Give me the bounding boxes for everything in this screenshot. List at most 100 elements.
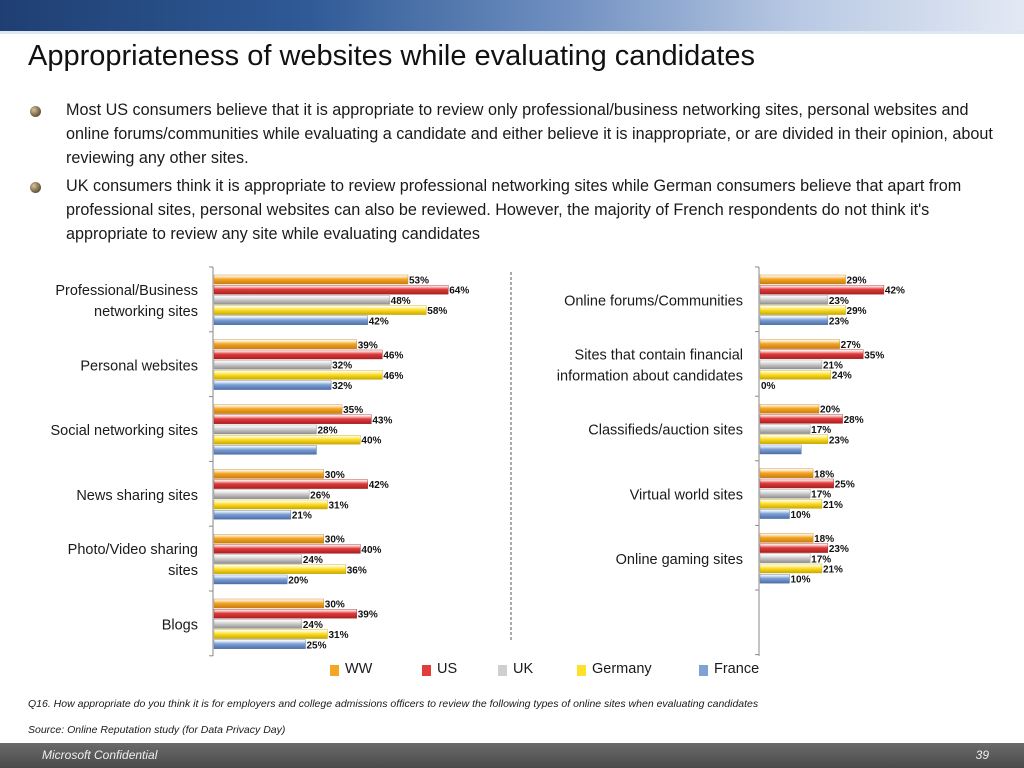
bar-france	[213, 574, 288, 585]
page-title: Appropriateness of websites while evalua…	[28, 40, 756, 72]
data-label: 10%	[791, 510, 811, 521]
data-label: 42%	[369, 480, 389, 491]
legend-label: Germany	[592, 661, 652, 677]
bar-uk	[213, 424, 317, 435]
legend-label: UK	[513, 661, 534, 677]
data-label: 18%	[814, 534, 834, 545]
bullet-icon	[30, 106, 41, 117]
legend-label: France	[714, 661, 760, 677]
data-label: 24%	[832, 371, 852, 382]
bullet-text: Most US consumers believe that it is app…	[66, 101, 993, 167]
bar-uk	[759, 359, 823, 370]
bar-germany	[759, 305, 846, 315]
bar-germany	[213, 499, 328, 510]
bar-france	[213, 315, 368, 325]
bar-ww	[213, 534, 325, 544]
bar-france	[213, 380, 332, 390]
data-label: 10%	[791, 575, 811, 586]
category-label: information about candidates	[557, 369, 743, 385]
source-note: Source: Online Reputation study (for Dat…	[28, 724, 286, 736]
bar-uk	[213, 489, 310, 499]
data-label: 43%	[372, 415, 392, 426]
bar-us	[213, 609, 357, 619]
data-label: 21%	[292, 511, 312, 522]
bar-us	[759, 478, 834, 489]
bullet-text: UK consumers think it is appropriate to …	[66, 177, 962, 243]
category-label: Blogs	[162, 618, 198, 634]
category-label: Classifieds/auction sites	[588, 423, 743, 439]
confidentiality-label: Microsoft Confidential	[42, 748, 158, 762]
data-label: 23%	[829, 316, 849, 327]
bar-ww	[213, 469, 325, 479]
category-label: Online forums/Communities	[564, 294, 743, 310]
data-label: 58%	[427, 306, 447, 317]
data-label: 30%	[325, 470, 345, 481]
bar-uk	[213, 554, 303, 564]
data-label: 36%	[347, 565, 367, 576]
data-label: 31%	[328, 630, 348, 641]
data-label: 24%	[303, 620, 323, 631]
data-label: 53%	[409, 276, 429, 287]
bar-france	[213, 445, 317, 455]
bar-germany	[213, 629, 328, 639]
data-label: 18%	[814, 469, 834, 480]
bar-germany	[759, 370, 832, 380]
data-label: 28%	[317, 426, 337, 437]
data-label: 21%	[823, 361, 843, 372]
category-label: Sites that contain financial	[575, 348, 743, 364]
legend-label: US	[437, 661, 458, 677]
data-label: 23%	[829, 296, 849, 307]
legend-swatch-us	[422, 665, 431, 676]
data-label: 21%	[823, 565, 843, 576]
footer-bar: Microsoft Confidential 39	[0, 743, 1024, 768]
data-label: 29%	[847, 276, 867, 287]
bar-ww	[759, 468, 814, 478]
bar-us	[213, 414, 372, 424]
data-label: 20%	[288, 576, 308, 587]
bar-uk	[759, 295, 829, 305]
data-label: 39%	[358, 340, 378, 351]
data-label: 42%	[885, 286, 905, 297]
bullet-list: Most US consumers believe that it is app…	[30, 98, 1000, 250]
bullet-item: Most US consumers believe that it is app…	[30, 98, 1000, 170]
legend-label: WW	[345, 661, 373, 677]
data-label: 35%	[343, 405, 363, 416]
bar-ww	[213, 339, 357, 349]
bar-germany	[213, 564, 346, 574]
data-label: 30%	[325, 535, 345, 546]
data-label: 48%	[391, 296, 411, 307]
data-label: 21%	[823, 500, 843, 511]
data-label: 40%	[361, 436, 381, 447]
bar-us	[213, 285, 449, 295]
data-label: 20%	[820, 405, 840, 416]
data-label: 35%	[864, 350, 884, 361]
category-label: Professional/Business	[55, 283, 198, 299]
bar-france	[759, 574, 790, 584]
data-label: 40%	[361, 545, 381, 556]
data-label: 17%	[811, 554, 831, 565]
bar-us	[759, 414, 843, 424]
bar-germany	[213, 435, 361, 445]
data-label: 42%	[369, 316, 389, 327]
bar-france	[759, 444, 802, 455]
category-label: Online gaming sites	[616, 552, 743, 568]
bar-ww	[759, 274, 846, 285]
bar-uk	[759, 424, 811, 434]
legend-swatch-germany	[577, 665, 586, 676]
data-label: 27%	[841, 340, 861, 351]
bar-uk	[213, 619, 303, 629]
bar-us	[213, 479, 368, 489]
bar-ww	[759, 533, 814, 543]
data-label: 17%	[811, 425, 831, 436]
bar-us	[759, 349, 864, 359]
bar-uk	[213, 295, 390, 305]
bullet-icon	[30, 182, 41, 193]
data-label: 30%	[325, 600, 345, 611]
data-label: 31%	[328, 501, 348, 512]
bar-germany	[759, 563, 823, 574]
bar-uk	[759, 553, 811, 563]
data-label: 26%	[310, 490, 330, 501]
data-label: 25%	[835, 480, 855, 491]
bullet-item: UK consumers think it is appropriate to …	[30, 174, 1000, 246]
